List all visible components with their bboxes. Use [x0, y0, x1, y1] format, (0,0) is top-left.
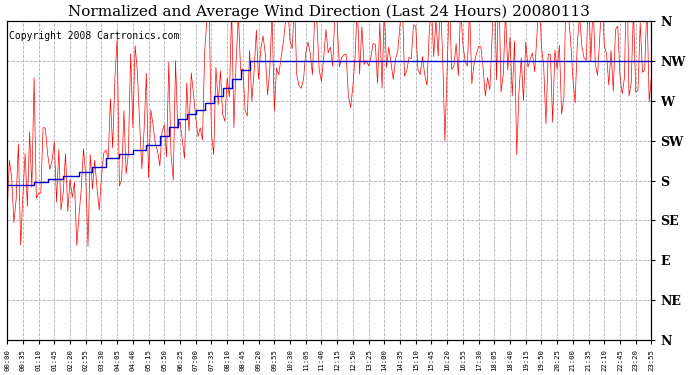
Title: Normalized and Average Wind Direction (Last 24 Hours) 20080113: Normalized and Average Wind Direction (L…	[68, 4, 590, 18]
Text: Copyright 2008 Cartronics.com: Copyright 2008 Cartronics.com	[9, 31, 179, 40]
